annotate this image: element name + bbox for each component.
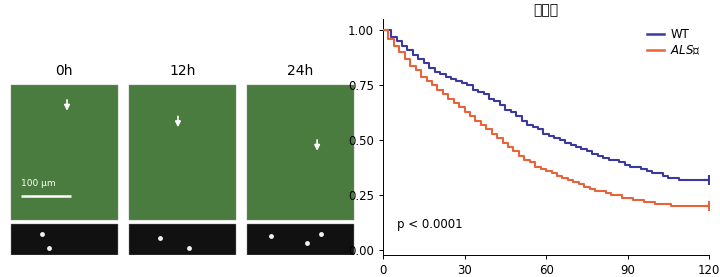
Text: 100 μm: 100 μm	[21, 179, 56, 188]
Text: p < 0.0001: p < 0.0001	[397, 217, 462, 230]
Text: 24h: 24h	[287, 64, 313, 78]
Bar	[11, 224, 118, 255]
Bar	[129, 224, 236, 255]
Bar	[247, 224, 354, 255]
Bar	[11, 85, 118, 219]
Bar	[129, 85, 236, 219]
Text: 0h: 0h	[55, 64, 73, 78]
Title: 生存率: 生存率	[534, 3, 559, 17]
Legend: WT, $\mathit{ALS}$株: WT, $\mathit{ALS}$株	[644, 25, 703, 59]
Text: 12h: 12h	[169, 64, 196, 78]
Bar	[247, 85, 354, 219]
